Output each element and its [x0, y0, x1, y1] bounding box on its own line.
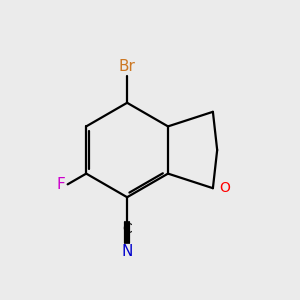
Text: N: N	[122, 244, 133, 260]
Text: C: C	[122, 221, 132, 236]
Text: F: F	[57, 177, 65, 192]
Text: O: O	[219, 181, 230, 195]
Text: Br: Br	[119, 59, 136, 74]
